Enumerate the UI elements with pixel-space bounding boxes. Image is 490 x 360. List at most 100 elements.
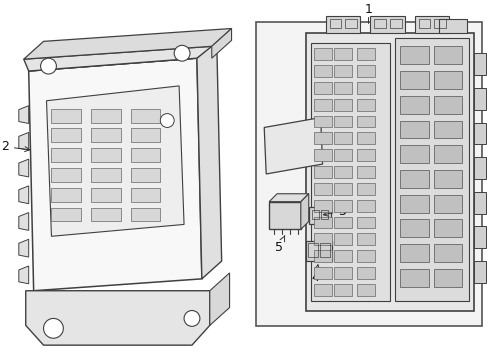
Bar bbox=[474, 157, 486, 179]
Bar bbox=[357, 284, 375, 296]
Polygon shape bbox=[210, 273, 230, 325]
Bar bbox=[474, 192, 486, 213]
Polygon shape bbox=[301, 194, 309, 229]
Bar bbox=[357, 48, 375, 60]
Polygon shape bbox=[264, 118, 322, 174]
Bar bbox=[314, 216, 332, 228]
Bar bbox=[435, 244, 462, 262]
Bar bbox=[440, 19, 467, 33]
Bar bbox=[357, 132, 375, 144]
Text: 5: 5 bbox=[275, 236, 285, 254]
Polygon shape bbox=[29, 58, 202, 291]
Polygon shape bbox=[197, 40, 221, 279]
Bar bbox=[314, 284, 332, 296]
Bar bbox=[269, 202, 301, 229]
Bar bbox=[335, 267, 352, 279]
Bar bbox=[335, 200, 352, 212]
Bar bbox=[357, 149, 375, 161]
Text: 3: 3 bbox=[323, 204, 346, 217]
Bar bbox=[91, 148, 121, 162]
Bar bbox=[357, 200, 375, 212]
Bar bbox=[131, 188, 160, 202]
Bar bbox=[51, 208, 81, 221]
Circle shape bbox=[160, 114, 174, 127]
Bar bbox=[335, 99, 352, 111]
Bar bbox=[314, 82, 332, 94]
Polygon shape bbox=[24, 28, 232, 59]
Polygon shape bbox=[212, 28, 232, 58]
Bar bbox=[319, 243, 329, 257]
Circle shape bbox=[41, 58, 56, 74]
Bar bbox=[400, 220, 429, 237]
Bar bbox=[91, 208, 121, 221]
Bar bbox=[91, 168, 121, 182]
Bar bbox=[329, 19, 342, 28]
Bar bbox=[309, 207, 331, 224]
Polygon shape bbox=[269, 194, 309, 202]
Bar bbox=[256, 22, 482, 327]
Polygon shape bbox=[19, 212, 29, 230]
Bar bbox=[435, 220, 462, 237]
Polygon shape bbox=[47, 86, 184, 236]
Text: 1: 1 bbox=[364, 3, 372, 15]
Bar bbox=[400, 145, 429, 163]
Circle shape bbox=[44, 319, 63, 338]
Bar bbox=[314, 233, 332, 245]
Bar bbox=[314, 200, 332, 212]
Bar bbox=[357, 216, 375, 228]
Bar bbox=[357, 183, 375, 195]
Bar bbox=[131, 148, 160, 162]
Bar bbox=[400, 46, 429, 64]
Polygon shape bbox=[29, 40, 217, 71]
Bar bbox=[335, 82, 352, 94]
Bar bbox=[306, 33, 474, 311]
Bar bbox=[474, 122, 486, 144]
Bar bbox=[308, 243, 318, 257]
Circle shape bbox=[174, 45, 190, 61]
Bar bbox=[335, 216, 352, 228]
Bar bbox=[312, 210, 318, 220]
Bar bbox=[335, 250, 352, 262]
Bar bbox=[357, 166, 375, 178]
Bar bbox=[357, 233, 375, 245]
Polygon shape bbox=[26, 291, 210, 345]
Bar bbox=[314, 132, 332, 144]
Bar bbox=[357, 116, 375, 127]
Bar bbox=[474, 226, 486, 248]
Polygon shape bbox=[19, 239, 29, 257]
Bar bbox=[390, 19, 402, 28]
Bar bbox=[131, 168, 160, 182]
Bar bbox=[415, 15, 449, 33]
Polygon shape bbox=[24, 46, 212, 71]
Bar bbox=[474, 53, 486, 75]
Bar bbox=[335, 132, 352, 144]
Bar bbox=[435, 145, 462, 163]
Polygon shape bbox=[19, 159, 29, 177]
Bar bbox=[370, 15, 405, 33]
Bar bbox=[91, 188, 121, 202]
Bar bbox=[51, 168, 81, 182]
Circle shape bbox=[184, 311, 200, 327]
Bar bbox=[51, 148, 81, 162]
Bar bbox=[435, 195, 462, 212]
Bar bbox=[400, 170, 429, 188]
Bar bbox=[357, 250, 375, 262]
Bar bbox=[314, 149, 332, 161]
Bar bbox=[314, 166, 332, 178]
Bar bbox=[400, 71, 429, 89]
Bar bbox=[314, 99, 332, 111]
Bar bbox=[435, 46, 462, 64]
Bar bbox=[311, 43, 390, 301]
Bar bbox=[400, 195, 429, 212]
Bar bbox=[51, 129, 81, 142]
Bar bbox=[325, 15, 360, 33]
Bar bbox=[320, 210, 327, 220]
Bar bbox=[314, 48, 332, 60]
Bar bbox=[335, 166, 352, 178]
Bar bbox=[335, 48, 352, 60]
Bar bbox=[435, 269, 462, 287]
Bar bbox=[435, 170, 462, 188]
Bar bbox=[91, 129, 121, 142]
Bar bbox=[335, 116, 352, 127]
Bar bbox=[306, 241, 332, 261]
